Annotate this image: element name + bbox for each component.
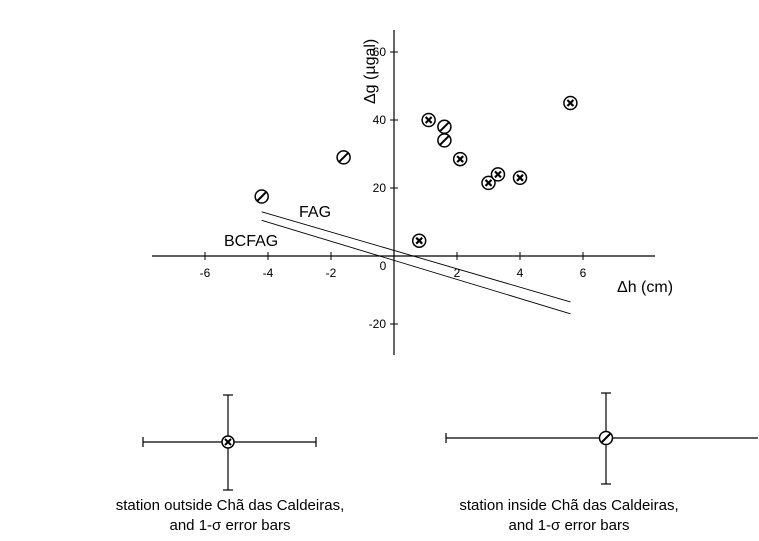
legend-outside-symbol <box>142 394 317 491</box>
point-slash <box>439 135 450 146</box>
point-slash <box>256 191 267 202</box>
legend-inside-symbol <box>445 392 758 485</box>
point-outside <box>563 95 578 111</box>
point-outside <box>411 233 427 248</box>
line-fag <box>261 211 571 303</box>
x-axis-label: Δh (cm) <box>617 279 673 296</box>
point-inside <box>336 150 351 165</box>
line-label-fag: FAG <box>299 204 331 221</box>
origin-label: 0 <box>380 259 387 273</box>
legend-inside-caption: station inside Chã das Caldeiras, and 1-… <box>379 496 759 536</box>
legend-outside-caption: station outside Chã das Caldeiras, and 1… <box>0 496 460 536</box>
point-cross-b <box>494 170 502 179</box>
circle-slash-marker <box>598 430 614 446</box>
point-outside <box>421 112 436 128</box>
axes <box>152 30 655 355</box>
x-tick-label: 4 <box>517 266 524 280</box>
x-tick-label: 6 <box>580 266 587 280</box>
point-outside <box>481 175 496 191</box>
y-tick-label: 20 <box>373 181 387 195</box>
line-bcfag <box>261 219 571 315</box>
point-slash <box>439 121 450 133</box>
point-cross-b <box>516 174 524 182</box>
point-inside <box>437 133 452 148</box>
x-tick-label: -6 <box>200 266 211 280</box>
regression-lines: FAG BCFAG <box>224 204 571 315</box>
point-slash <box>338 152 349 163</box>
point-inside <box>437 119 452 135</box>
x-tick-label: -2 <box>326 266 337 280</box>
legend-inside-caption-line2: and 1-σ error bars <box>508 517 630 534</box>
legend-outside-caption-line1: station outside Chã das Caldeiras, <box>115 497 345 514</box>
y-tick-label: -20 <box>369 317 387 331</box>
point-inside <box>254 189 269 204</box>
y-tick-label: 60 <box>373 45 387 59</box>
line-label-bcfag: BCFAG <box>224 233 278 250</box>
data-points <box>254 95 578 248</box>
point-cross-b <box>566 99 575 107</box>
point-outside <box>452 151 468 167</box>
x-tick-label: -4 <box>263 266 274 280</box>
legend-inside-caption-line1: station inside Chã das Caldeiras, <box>459 497 679 514</box>
point-cross-b <box>484 179 493 187</box>
circle-cross-marker <box>221 435 235 449</box>
point-cross-b <box>424 116 433 124</box>
legend-outside-caption-line2: and 1-σ error bars <box>169 517 291 534</box>
point-cross-b <box>415 236 423 245</box>
point-outside <box>490 167 506 182</box>
y-tick-label: 40 <box>373 113 387 127</box>
y-axis-label: Δg (µgal) <box>362 39 379 104</box>
point-cross-b <box>456 155 464 163</box>
point-outside <box>512 170 528 186</box>
x-tick-label: 2 <box>454 266 461 280</box>
